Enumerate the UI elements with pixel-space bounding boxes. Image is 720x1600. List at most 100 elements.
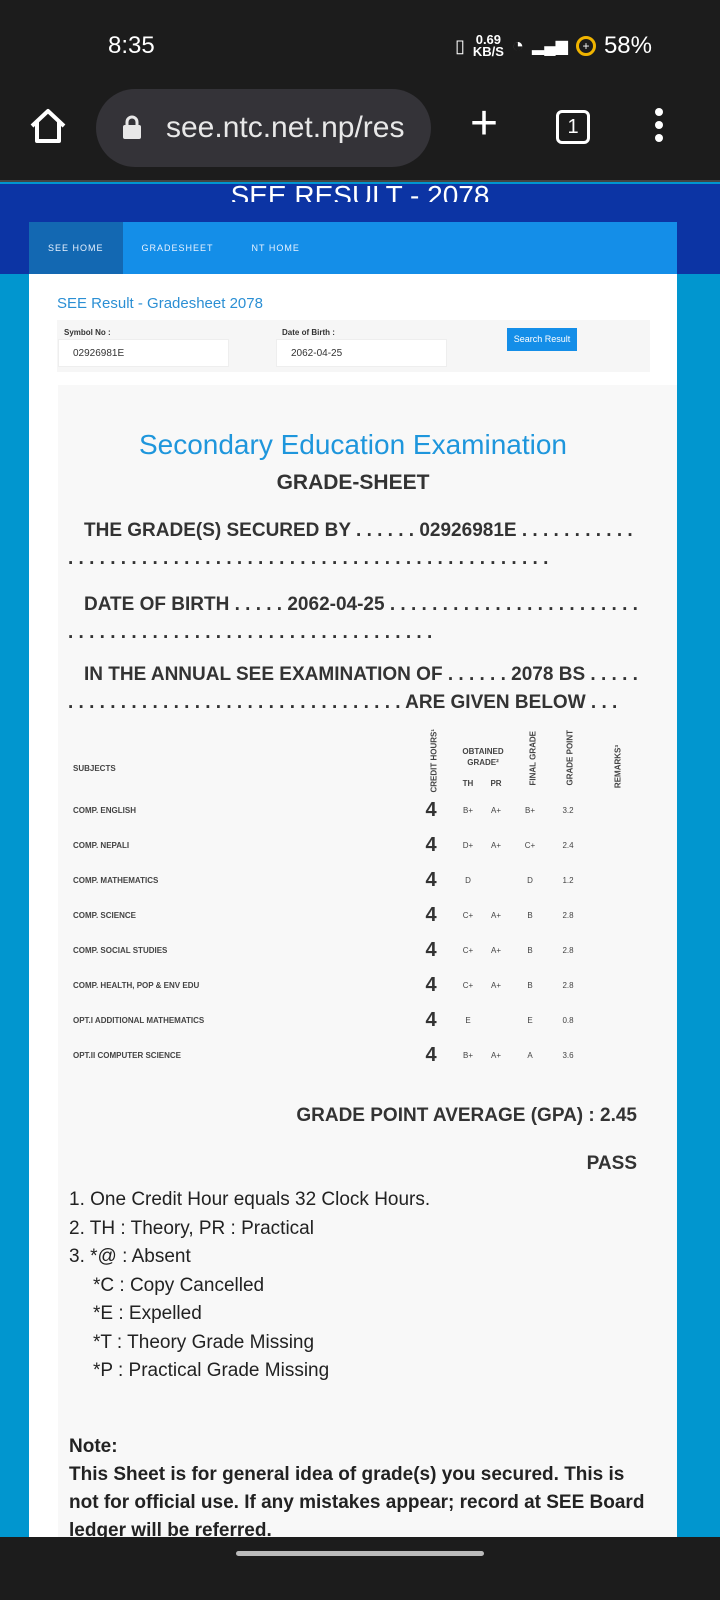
cell-subject: COMP. SCIENCE [73, 911, 136, 920]
cell-pr: A+ [490, 1051, 501, 1060]
cell-th: C+ [462, 911, 474, 920]
page-title: SEE Result - Gradesheet 2078 [57, 295, 263, 312]
cell-th: D [465, 876, 471, 885]
cell-pr: A+ [490, 841, 501, 850]
cell-gp: 1.2 [562, 876, 574, 885]
system-nav-bar [0, 1537, 720, 1600]
cell-subject: OPT.I ADDITIONAL MATHEMATICS [73, 1016, 205, 1025]
cell-final: B [527, 911, 533, 920]
nav-see-home[interactable]: SEE HOME [29, 222, 123, 274]
symbol-input[interactable]: 02926981E [58, 339, 229, 367]
cell-final: E [527, 1016, 533, 1025]
url-text: see.ntc.net.np/res [166, 111, 405, 144]
exam-line: IN THE ANNUAL SEE EXAMINATION OF . . . .… [68, 664, 638, 713]
cell-credit: 4 [425, 834, 437, 856]
cell-th: E [465, 1016, 471, 1025]
exam-title: Secondary Education Examination [138, 429, 568, 460]
status-bar: 8:35 ▯ 0.69 KB/S ◔ ▂▄▆ + 58% [0, 0, 720, 82]
battery-percent: 58% [603, 32, 652, 59]
cell-subject: COMP. MATHEMATICS [73, 876, 159, 885]
note-text: This Sheet is for general idea of grade(… [69, 1464, 645, 1541]
cell-credit: 4 [425, 939, 437, 961]
footnote: 3. *@ : Absent [69, 1246, 191, 1267]
gpa: GRADE POINT AVERAGE (GPA) : 2.45 [296, 1105, 637, 1126]
site-title: SEE RESULT - 2078 [230, 180, 490, 202]
sheet-subtitle: GRADE-SHEET [276, 471, 430, 494]
cell-credit: 4 [425, 1044, 437, 1066]
lock-icon [123, 115, 141, 139]
footnote: *C : Copy Cancelled [93, 1274, 265, 1296]
main-nav: SEE HOME GRADESHEET NT HOME [29, 222, 677, 274]
cell-credit: 4 [425, 904, 437, 926]
cell-th: B+ [462, 806, 473, 815]
more-options-icon[interactable] [655, 108, 663, 147]
cell-th: C+ [462, 981, 474, 990]
signal-icon: ▂▄▆ [532, 38, 568, 55]
cell-final: B+ [524, 806, 535, 815]
cell-final: C+ [524, 841, 536, 850]
header-credit-hours: CREDIT HOURS¹ [429, 728, 439, 793]
network-speed: 0.69 KB/S [472, 32, 504, 59]
cell-gp: 0.8 [562, 1016, 574, 1025]
table-row: COMP. ENGLISH 4 B+ A+ B+ 3.2 [58, 793, 677, 828]
clock: 8:35 [108, 32, 155, 59]
nav-gradesheet[interactable]: GRADESHEET [141, 243, 214, 253]
search-result-button[interactable]: Search Result [507, 328, 577, 351]
cell-final: D [527, 876, 533, 885]
tab-switcher-button[interactable]: 1 [556, 110, 590, 144]
home-indicator[interactable] [236, 1551, 484, 1556]
cell-subject: COMP. HEALTH, POP & ENV EDU [73, 981, 200, 990]
cell-final: B [527, 981, 533, 990]
cell-gp: 2.8 [562, 946, 574, 955]
header-obtained-grade: OBTAINED GRADE² [462, 747, 504, 767]
nav-nt-home[interactable]: NT HOME [251, 243, 300, 253]
footnote: 1. One Credit Hour equals 32 Clock Hours… [69, 1189, 431, 1210]
cell-th: C+ [462, 946, 474, 955]
header-grade-point: GRADE POINT [565, 729, 575, 786]
cell-credit: 4 [425, 869, 437, 891]
content-card: SEE Result - Gradesheet 2078 Symbol No :… [29, 274, 677, 1545]
cell-subject: COMP. SOCIAL STUDIES [73, 946, 168, 955]
dob-label: Date of Birth : [282, 328, 335, 337]
table-row: COMP. HEALTH, POP & ENV EDU 4 C+ A+ B 2.8 [58, 968, 677, 1003]
cell-gp: 3.2 [562, 806, 574, 815]
browser-toolbar: see.ntc.net.np/res + 1 [0, 82, 720, 182]
new-tab-icon[interactable]: + [470, 97, 499, 150]
secured-by-line: THE GRADE(S) SECURED BY . . . . . . 0292… [68, 520, 633, 569]
cell-subject: COMP. NEPALI [73, 841, 130, 850]
footnotes: 1. One Credit Hour equals 32 Clock Hours… [69, 1186, 430, 1386]
footnote: *T : Theory Grade Missing [93, 1331, 315, 1353]
dob-input[interactable]: 2062-04-25 [276, 339, 447, 367]
cell-pr: A+ [490, 981, 501, 990]
result-status: PASS [586, 1153, 637, 1174]
cell-th: D+ [462, 841, 474, 850]
cell-pr: A+ [490, 806, 501, 815]
table-row: OPT.I ADDITIONAL MATHEMATICS 4 E E 0.8 [58, 1003, 677, 1038]
cell-final: A [527, 1051, 533, 1060]
search-form: Symbol No : 02926981E Date of Birth : 20… [57, 320, 650, 372]
footnote: 2. TH : Theory, PR : Practical [69, 1217, 314, 1239]
footnote: *E : Expelled [93, 1303, 202, 1324]
address-bar[interactable]: see.ntc.net.np/res [96, 89, 431, 167]
cell-gp: 2.8 [562, 911, 574, 920]
cell-pr: A+ [490, 911, 501, 920]
battery-saver-icon: + [575, 36, 596, 56]
home-icon[interactable] [28, 106, 68, 146]
cell-final: B [527, 946, 533, 955]
note: Note: This Sheet is for general idea of … [69, 1433, 649, 1545]
cell-gp: 3.6 [562, 1051, 574, 1060]
cell-credit: 4 [425, 974, 437, 996]
symbol-label: Symbol No : [64, 328, 111, 337]
cell-credit: 4 [425, 1009, 437, 1031]
table-row: COMP. MATHEMATICS 4 D D 1.2 [58, 863, 677, 898]
table-row: OPT.II COMPUTER SCIENCE 4 B+ A+ A 3.6 [58, 1038, 677, 1073]
header-final-grade: FINAL GRADE [528, 730, 538, 786]
dob-line: DATE OF BIRTH . . . . . 2062-04-25 . . .… [68, 594, 638, 643]
cell-subject: OPT.II COMPUTER SCIENCE [73, 1051, 182, 1060]
header-remarks: REMARKS³ [613, 744, 623, 789]
wifi-icon: ◔ [511, 34, 524, 57]
cell-credit: 4 [425, 799, 437, 821]
grade-sheet: Secondary Education Examination GRADE-SH… [58, 385, 677, 1545]
header-subjects: SUBJECTS [73, 764, 116, 773]
cell-gp: 2.4 [562, 841, 574, 850]
